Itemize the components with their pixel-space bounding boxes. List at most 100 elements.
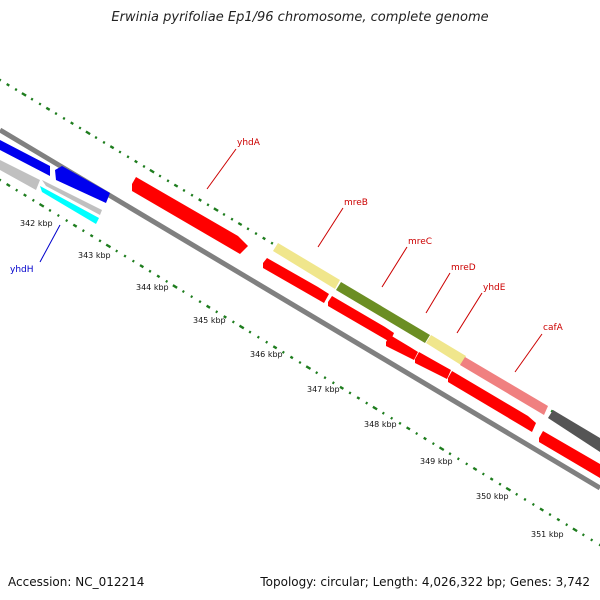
- gc-dot: [215, 310, 219, 314]
- gc-dot: [272, 345, 278, 350]
- gc-dot: [331, 381, 335, 385]
- cds-mreb[interactable]: [263, 258, 329, 303]
- tick-label: 344 kbp: [136, 283, 169, 292]
- gc-dot: [465, 462, 469, 466]
- cds-red-right[interactable]: [539, 431, 600, 478]
- genome-summary-text: Topology: circular; Length: 4,026,322 bp…: [260, 575, 590, 589]
- gc-dot: [0, 178, 2, 182]
- gc-dot: [539, 507, 545, 512]
- cds-mreb-khaki[interactable]: [273, 243, 340, 289]
- gc-dot: [415, 431, 419, 436]
- gene-label-mreb[interactable]: mreB: [344, 198, 368, 208]
- gc-dot: [65, 218, 69, 223]
- cds-cafa-salmon[interactable]: [460, 357, 548, 415]
- gc-dot: [102, 140, 106, 144]
- gc-dot: [6, 82, 10, 87]
- cds-cafa[interactable]: [448, 371, 536, 432]
- cds-yhde[interactable]: [415, 352, 451, 379]
- tick-label: 343 kbp: [78, 251, 111, 260]
- gc-dot: [181, 289, 185, 294]
- gc-dot: [21, 92, 27, 97]
- gc-dot: [115, 249, 119, 253]
- gc-dot: [213, 207, 219, 212]
- gc-dot: [109, 145, 115, 150]
- gc-dot: [142, 164, 146, 168]
- cds-gray-upper-left: [0, 160, 40, 190]
- gene-leader-lines: [39, 148, 543, 373]
- gc-dot: [305, 365, 312, 370]
- gene-label-yhdh[interactable]: yhdH: [10, 265, 34, 275]
- gc-dot: [78, 126, 82, 130]
- gene-label-cafa[interactable]: cafA: [543, 323, 564, 333]
- gc-dot: [0, 78, 2, 82]
- gc-dot: [173, 183, 179, 188]
- gc-dot: [431, 442, 435, 446]
- gc-dot: [381, 411, 385, 415]
- gc-dot: [472, 466, 478, 472]
- gc-dot: [158, 174, 162, 178]
- gc-dot: [31, 198, 35, 202]
- cds-yhda[interactable]: [132, 177, 248, 254]
- gc-dot: [190, 193, 194, 197]
- tick-label: 351 kbp: [531, 530, 564, 539]
- cds-blue-upper-left[interactable]: [0, 140, 50, 176]
- tick-label: 348 kbp: [364, 420, 397, 429]
- gc-dot: [105, 243, 112, 249]
- gc-dot: [523, 497, 527, 501]
- gene-label-yhda[interactable]: yhdA: [237, 138, 261, 148]
- gc-dot: [14, 88, 18, 92]
- cds-dark-right[interactable]: [548, 410, 600, 452]
- gc-dot: [498, 482, 502, 486]
- gc-dot: [230, 217, 234, 221]
- cds-blue-block-2[interactable]: [55, 166, 110, 203]
- gc-dot: [423, 436, 427, 441]
- gc-dot: [298, 360, 302, 365]
- cds-mred[interactable]: [386, 335, 418, 360]
- map-title: Erwinia pyrifoliae Ep1/96 chromosome, co…: [111, 10, 489, 25]
- gc-dot: [198, 300, 202, 304]
- cds-mrec-olive[interactable]: [336, 282, 430, 343]
- gc-dot: [94, 136, 98, 140]
- gc-dot: [505, 486, 512, 492]
- gc-dot: [237, 221, 243, 227]
- gc-dot: [81, 229, 85, 233]
- gc-dot: [565, 523, 569, 527]
- gc-dot: [356, 396, 361, 400]
- tick-label: 350 kbp: [476, 492, 509, 501]
- gc-dot: [289, 355, 294, 360]
- gc-dot: [172, 284, 178, 289]
- gc-dot: [54, 112, 58, 116]
- cds-cyan-block[interactable]: [40, 186, 99, 224]
- gene-label-yhde[interactable]: yhdE: [483, 283, 506, 293]
- gc-dot: [70, 121, 74, 126]
- gc-dot: [23, 193, 27, 198]
- gc-dot: [246, 227, 250, 231]
- scale-tick-labels: 342 kbp 343 kbp 344 kbp 345 kbp 346 kbp …: [20, 219, 564, 539]
- gc-dot: [190, 295, 194, 299]
- gc-dot: [15, 188, 19, 192]
- gene-label-mrec[interactable]: mreC: [408, 237, 432, 247]
- gc-dot: [339, 385, 345, 390]
- gc-dot: [365, 401, 369, 405]
- gc-dot: [548, 513, 552, 517]
- gc-dot: [62, 116, 66, 120]
- gc-dot: [489, 477, 494, 481]
- gc-dot: [149, 168, 155, 174]
- gc-dot: [131, 259, 135, 263]
- cds-mred-khaki[interactable]: [426, 335, 466, 365]
- gc-dot: [348, 391, 352, 395]
- gc-dot: [265, 340, 269, 344]
- gc-dot: [134, 159, 138, 164]
- gc-dot: [398, 421, 402, 425]
- gc-dot: [254, 232, 258, 236]
- gc-dot: [205, 304, 211, 309]
- gc-dot: [448, 452, 452, 456]
- cds-mrec[interactable]: [328, 296, 394, 342]
- gc-dot: [45, 106, 51, 111]
- gc-dot: [38, 102, 42, 106]
- gc-dot: [531, 502, 535, 507]
- gc-content-dots: [0, 78, 600, 547]
- gc-dot: [48, 208, 52, 212]
- gc-dot: [198, 198, 202, 202]
- gene-label-mred[interactable]: mreD: [451, 263, 476, 273]
